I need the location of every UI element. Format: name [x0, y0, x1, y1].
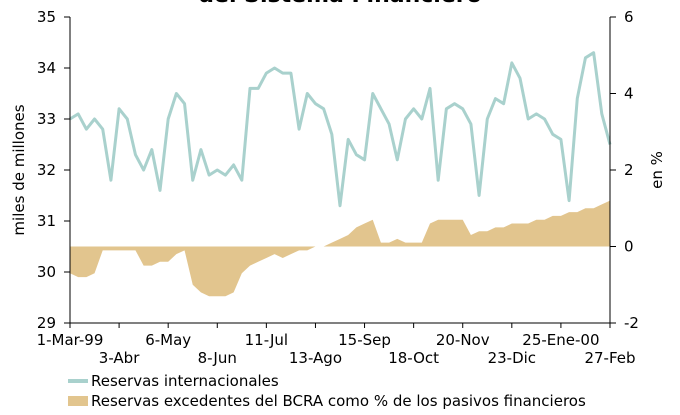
x-tick-label: 3-Abr [99, 349, 140, 367]
y2-tick-label: 4 [624, 85, 634, 103]
y-tick-label: 32 [37, 161, 56, 179]
x-tick-label: 25-Ene-00 [522, 331, 599, 349]
y-tick-label: 29 [37, 314, 56, 332]
y2-tick-label: -2 [624, 314, 639, 332]
x-tick-label: 13-Ago [289, 349, 342, 367]
x-tick-label: 6-May [145, 331, 191, 349]
y-tick-label: 34 [37, 59, 56, 77]
y-tick-label: 33 [37, 110, 56, 128]
x-tick-label: 20-Nov [436, 331, 490, 349]
y2-axis-label: en % [648, 151, 666, 189]
x-tick-label: 27-Feb [584, 349, 635, 367]
x-tick-label: 23-Dic [488, 349, 536, 367]
legend-label: Reservas excedentes del BCRA como % de l… [91, 392, 586, 410]
x-tick-label: 18-Oct [388, 349, 439, 367]
y2-tick-label: 2 [624, 161, 634, 179]
legend-swatch [68, 396, 88, 406]
y-tick-label: 31 [37, 212, 56, 230]
y2-tick-label: 6 [624, 8, 634, 26]
y-tick-label: 30 [37, 263, 56, 281]
chart-title: del Sistema Financiero [198, 0, 481, 8]
x-tick-label: 15-Sep [338, 331, 391, 349]
legend-label: Reservas internacionales [91, 372, 279, 390]
y2-tick-label: 0 [624, 238, 634, 256]
area [70, 200, 610, 297]
line [69, 51, 612, 208]
x-tick-label: 11-Jul [245, 331, 288, 349]
y-tick-label: 35 [37, 8, 56, 26]
x-tick-label: 8-Jun [198, 349, 237, 367]
x-tick-label: 1-Mar-99 [37, 331, 104, 349]
y-axis-label: miles de millones [10, 104, 28, 235]
